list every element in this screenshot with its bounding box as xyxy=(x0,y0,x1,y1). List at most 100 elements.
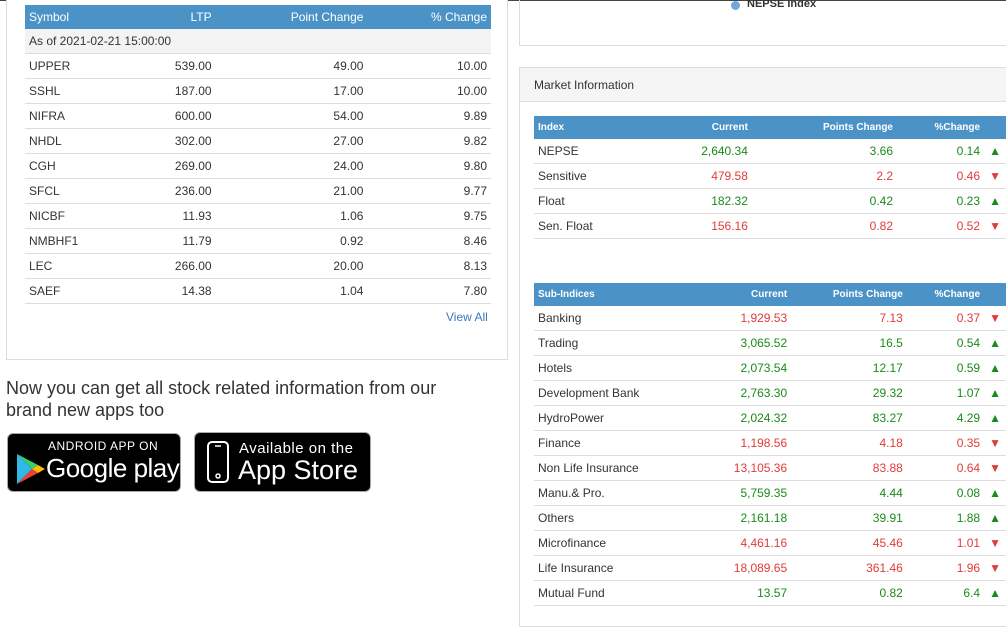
arrow-up-icon: ▲ xyxy=(984,139,1006,164)
cell-pct-change: 10.00 xyxy=(367,53,491,79)
cell-points-change: 4.44 xyxy=(791,480,907,506)
cell-point-change: 0.92 xyxy=(215,228,368,254)
cell-name[interactable]: Manu.& Pro. xyxy=(534,480,690,506)
cell-name[interactable]: Float xyxy=(534,188,651,214)
cell-points-change: 16.5 xyxy=(791,330,907,356)
table-row[interactable]: NICBF 11.93 1.06 9.75 xyxy=(25,203,491,229)
cell-symbol[interactable]: CGH xyxy=(25,153,149,179)
chart-panel xyxy=(519,0,1006,46)
table-row[interactable]: Sen. Float 156.16 0.82 0.52 ▼ xyxy=(534,213,1006,239)
legend-label[interactable]: NEPSE Index xyxy=(747,0,817,10)
google-play-badge[interactable]: ANDROID APP ON Google play xyxy=(7,433,181,492)
cell-points-change: 0.82 xyxy=(751,213,897,239)
table-row[interactable]: Finance 1,198.56 4.18 0.35 ▼ xyxy=(534,430,1006,456)
cell-ltp: 11.93 xyxy=(148,203,216,229)
table-row[interactable]: Microfinance 4,461.16 45.46 1.01 ▼ xyxy=(534,530,1006,556)
arrow-down-icon: ▼ xyxy=(984,163,1006,189)
col-point-change[interactable]: Point Change xyxy=(215,5,368,29)
cell-name[interactable]: Trading xyxy=(534,330,690,356)
table-row[interactable]: Development Bank 2,763.30 29.32 1.07 ▲ xyxy=(534,380,1006,406)
cell-pct-change: 6.4 xyxy=(906,580,985,606)
apps-promo-text: Now you can get all stock related inform… xyxy=(6,378,437,420)
table-row[interactable]: Manu.& Pro. 5,759.35 4.44 0.08 ▲ xyxy=(534,480,1006,506)
cell-name[interactable]: Others xyxy=(534,505,690,531)
cell-points-change: 39.91 xyxy=(791,505,907,531)
cell-symbol[interactable]: NIFRA xyxy=(25,103,149,129)
cell-points-change: 2.2 xyxy=(751,163,897,189)
table-row[interactable]: NHDL 302.00 27.00 9.82 xyxy=(25,128,491,154)
col-current: Current xyxy=(689,283,792,306)
cell-point-change: 24.00 xyxy=(215,153,368,179)
cell-current: 3,065.52 xyxy=(689,330,792,356)
col-sub-index: Sub-Indices xyxy=(534,283,690,306)
cell-symbol[interactable]: SFCL xyxy=(25,178,149,204)
table-row[interactable]: Float 182.32 0.42 0.23 ▲ xyxy=(534,188,1006,214)
table-row[interactable]: Non Life Insurance 13,105.36 83.88 0.64 ▼ xyxy=(534,455,1006,481)
table-row[interactable]: NMBHF1 11.79 0.92 8.46 xyxy=(25,228,491,254)
arrow-up-icon: ▲ xyxy=(984,188,1006,214)
cell-point-change: 1.06 xyxy=(215,203,368,229)
top-gainers-table: Symbol LTP Point Change % Change As of 2… xyxy=(25,5,491,304)
table-row[interactable]: Banking 1,929.53 7.13 0.37 ▼ xyxy=(534,306,1006,331)
cell-symbol[interactable]: NICBF xyxy=(25,203,149,229)
table-row[interactable]: Others 2,161.18 39.91 1.88 ▲ xyxy=(534,505,1006,531)
cell-name[interactable]: Banking xyxy=(534,306,690,331)
cell-ltp: 539.00 xyxy=(148,53,216,79)
cell-symbol[interactable]: UPPER xyxy=(25,53,149,79)
cell-name[interactable]: Microfinance xyxy=(534,530,690,556)
table-row[interactable]: CGH 269.00 24.00 9.80 xyxy=(25,153,491,179)
table-row[interactable]: SAEF 14.38 1.04 7.80 xyxy=(25,278,491,304)
table-row[interactable]: LEC 266.00 20.00 8.13 xyxy=(25,253,491,279)
as-of-row: As of 2021-02-21 15:00:00 xyxy=(25,29,491,54)
cell-symbol[interactable]: NHDL xyxy=(25,128,149,154)
cell-current: 156.16 xyxy=(650,213,752,239)
table-row[interactable]: NIFRA 600.00 54.00 9.89 xyxy=(25,103,491,129)
cell-name[interactable]: Hotels xyxy=(534,355,690,381)
cell-ltp: 302.00 xyxy=(148,128,216,154)
cell-points-change: 7.13 xyxy=(791,306,907,331)
col-direction xyxy=(984,116,1006,139)
table-row[interactable]: Hotels 2,073.54 12.17 0.59 ▲ xyxy=(534,355,1006,381)
cell-symbol[interactable]: SSHL xyxy=(25,78,149,104)
cell-pct-change: 1.01 xyxy=(906,530,985,556)
cell-name[interactable]: Mutual Fund xyxy=(534,580,690,606)
table-row[interactable]: SSHL 187.00 17.00 10.00 xyxy=(25,78,491,104)
table-row[interactable]: HydroPower 2,024.32 83.27 4.29 ▲ xyxy=(534,405,1006,431)
arrow-up-icon: ▲ xyxy=(984,580,1006,606)
col-symbol[interactable]: Symbol xyxy=(25,5,149,29)
table-row[interactable]: UPPER 539.00 49.00 10.00 xyxy=(25,53,491,79)
table-row[interactable]: SFCL 236.00 21.00 9.77 xyxy=(25,178,491,204)
cell-symbol[interactable]: NMBHF1 xyxy=(25,228,149,254)
sub-indices-table: Sub-Indices Current Points Change %Chang… xyxy=(534,283,1006,606)
cell-points-change: 0.82 xyxy=(791,580,907,606)
cell-name[interactable]: Life Insurance xyxy=(534,555,690,581)
table-header-row: Sub-Indices Current Points Change %Chang… xyxy=(534,283,1006,306)
table-row[interactable]: Trading 3,065.52 16.5 0.54 ▲ xyxy=(534,330,1006,356)
table-row[interactable]: Sensitive 479.58 2.2 0.46 ▼ xyxy=(534,163,1006,189)
col-current: Current xyxy=(650,116,752,139)
cell-points-change: 0.42 xyxy=(751,188,897,214)
col-points-change: Points Change xyxy=(791,283,907,306)
cell-name[interactable]: NEPSE xyxy=(534,139,651,164)
table-row[interactable]: Mutual Fund 13.57 0.82 6.4 ▲ xyxy=(534,580,1006,606)
view-all-link[interactable]: View All xyxy=(446,310,488,324)
cell-name[interactable]: Finance xyxy=(534,430,690,456)
app-store-badge[interactable]: Available on the App Store xyxy=(194,432,371,492)
table-row[interactable]: NEPSE 2,640.34 3.66 0.14 ▲ xyxy=(534,139,1006,164)
legend-marker xyxy=(731,1,740,10)
cell-name[interactable]: Non Life Insurance xyxy=(534,455,690,481)
cell-symbol[interactable]: SAEF xyxy=(25,278,149,304)
cell-name[interactable]: Development Bank xyxy=(534,380,690,406)
col-ltp[interactable]: LTP xyxy=(148,5,216,29)
cell-symbol[interactable]: LEC xyxy=(25,253,149,279)
cell-points-change: 12.17 xyxy=(791,355,907,381)
col-pct-change[interactable]: % Change xyxy=(367,5,491,29)
arrow-up-icon: ▲ xyxy=(984,505,1006,531)
cell-name[interactable]: Sen. Float xyxy=(534,213,651,239)
table-row[interactable]: Life Insurance 18,089.65 361.46 1.96 ▼ xyxy=(534,555,1006,581)
cell-pct-change: 10.00 xyxy=(367,78,491,104)
cell-name[interactable]: Sensitive xyxy=(534,163,651,189)
cell-pct-change: 9.80 xyxy=(367,153,491,179)
google-badge-line2: Google play xyxy=(46,453,180,483)
cell-name[interactable]: HydroPower xyxy=(534,405,690,431)
